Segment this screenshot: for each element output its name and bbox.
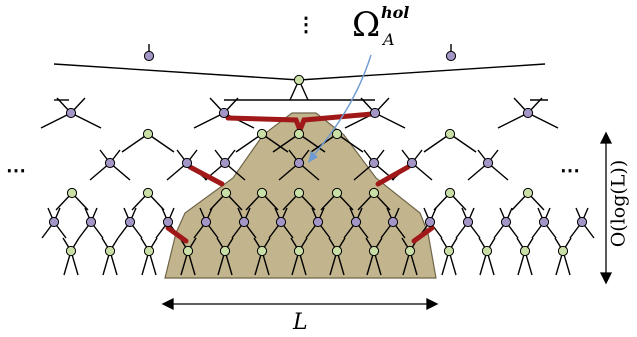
isometry-leg bbox=[235, 133, 263, 153]
isometry-node bbox=[368, 187, 380, 199]
region-pointer-arrow bbox=[308, 54, 372, 163]
isometry-node bbox=[557, 245, 569, 257]
isometry-node bbox=[522, 187, 534, 199]
disentangler-node bbox=[275, 216, 287, 228]
isometry-leg bbox=[298, 133, 326, 153]
omega-symbol: Ω bbox=[352, 5, 381, 45]
width-arrow bbox=[161, 297, 439, 311]
isometry-node bbox=[443, 245, 455, 257]
isometry-leg bbox=[147, 133, 175, 153]
isometry-leg bbox=[423, 133, 451, 153]
cut-bonds bbox=[165, 111, 435, 244]
isometry-node bbox=[142, 187, 154, 199]
disentangler-node bbox=[482, 157, 494, 169]
isometry-node bbox=[104, 245, 116, 257]
disentangler-node bbox=[65, 107, 77, 119]
cut-bond bbox=[297, 111, 375, 133]
isometry-node bbox=[331, 128, 343, 140]
disentangler-node bbox=[200, 216, 212, 228]
right-ellipsis: ⋯ bbox=[560, 158, 581, 182]
isometry-node bbox=[331, 187, 343, 199]
disentangler-node bbox=[218, 107, 230, 119]
disentangler-node bbox=[576, 216, 588, 228]
disentangler-node bbox=[445, 50, 457, 62]
disentangler-node bbox=[143, 50, 155, 62]
left-ellipsis: ⋯ bbox=[6, 158, 27, 182]
disentangler-node bbox=[238, 216, 250, 228]
isometry-node bbox=[65, 245, 77, 257]
isometry-node bbox=[66, 187, 78, 199]
isometry-node bbox=[331, 245, 343, 257]
disentangler-leg bbox=[527, 112, 559, 129]
disentangler-leg bbox=[374, 112, 406, 129]
isometry-node bbox=[444, 128, 456, 140]
disentangler-leg bbox=[40, 112, 72, 129]
disentangler-node bbox=[219, 157, 231, 169]
omega-superscript: hol bbox=[381, 3, 410, 22]
disentangler-node bbox=[369, 107, 381, 119]
isometry-node bbox=[293, 187, 305, 199]
disentangler-node bbox=[85, 216, 97, 228]
cut-bond bbox=[411, 225, 435, 244]
disentangler-node bbox=[387, 216, 399, 228]
vertical-ellipsis: ⋮ bbox=[296, 12, 316, 36]
isometry-node bbox=[293, 245, 305, 257]
isometry-node bbox=[219, 245, 231, 257]
disentangler-leg bbox=[193, 112, 225, 129]
disentangler-node bbox=[104, 157, 116, 169]
isometry-leg bbox=[272, 133, 300, 153]
disentangler-leg bbox=[497, 112, 529, 129]
isometry-node bbox=[519, 245, 531, 257]
disentangler-node bbox=[538, 216, 550, 228]
cut-bond bbox=[375, 164, 411, 187]
top-leg bbox=[298, 63, 546, 81]
isometry-leg bbox=[336, 133, 364, 153]
isometry-node bbox=[256, 187, 268, 199]
isometry-leg bbox=[121, 133, 149, 153]
isometry-node bbox=[220, 187, 232, 199]
disentangler-node bbox=[406, 157, 418, 169]
disentangler-leg bbox=[70, 112, 102, 129]
network-nodes bbox=[48, 50, 588, 257]
disentangler-node bbox=[181, 157, 193, 169]
isometry-node bbox=[293, 74, 305, 86]
isometry-leg bbox=[449, 133, 477, 153]
cut-bond bbox=[187, 164, 225, 187]
isometry-leg bbox=[261, 133, 289, 153]
disentangler-node bbox=[124, 216, 136, 228]
isometry-node bbox=[404, 245, 416, 257]
disentangler-node bbox=[424, 216, 436, 228]
height-label: O(log(L)) bbox=[607, 159, 630, 248]
isometry-node bbox=[256, 245, 268, 257]
disentangler-node bbox=[462, 216, 474, 228]
disentangler-node bbox=[293, 157, 305, 169]
top-leg bbox=[53, 63, 300, 81]
isometry-node bbox=[182, 245, 194, 257]
disentangler-node bbox=[312, 216, 324, 228]
height-arrow bbox=[599, 131, 613, 285]
isometry-node bbox=[293, 128, 305, 140]
disentangler-node bbox=[500, 216, 512, 228]
isometry-node bbox=[142, 128, 154, 140]
disentangler-node bbox=[48, 216, 60, 228]
width-label: L bbox=[293, 310, 308, 335]
cut-bond bbox=[165, 225, 189, 244]
isometry-node bbox=[256, 128, 268, 140]
disentangler-node bbox=[350, 216, 362, 228]
isometry-node bbox=[444, 187, 456, 199]
disentangler-node bbox=[368, 157, 380, 169]
omega-subscript: A bbox=[383, 30, 395, 49]
disentangler-node bbox=[162, 216, 174, 228]
isometry-node bbox=[143, 245, 155, 257]
isometry-node bbox=[481, 245, 493, 257]
isometry-node bbox=[368, 245, 380, 257]
disentangler-node bbox=[522, 107, 534, 119]
